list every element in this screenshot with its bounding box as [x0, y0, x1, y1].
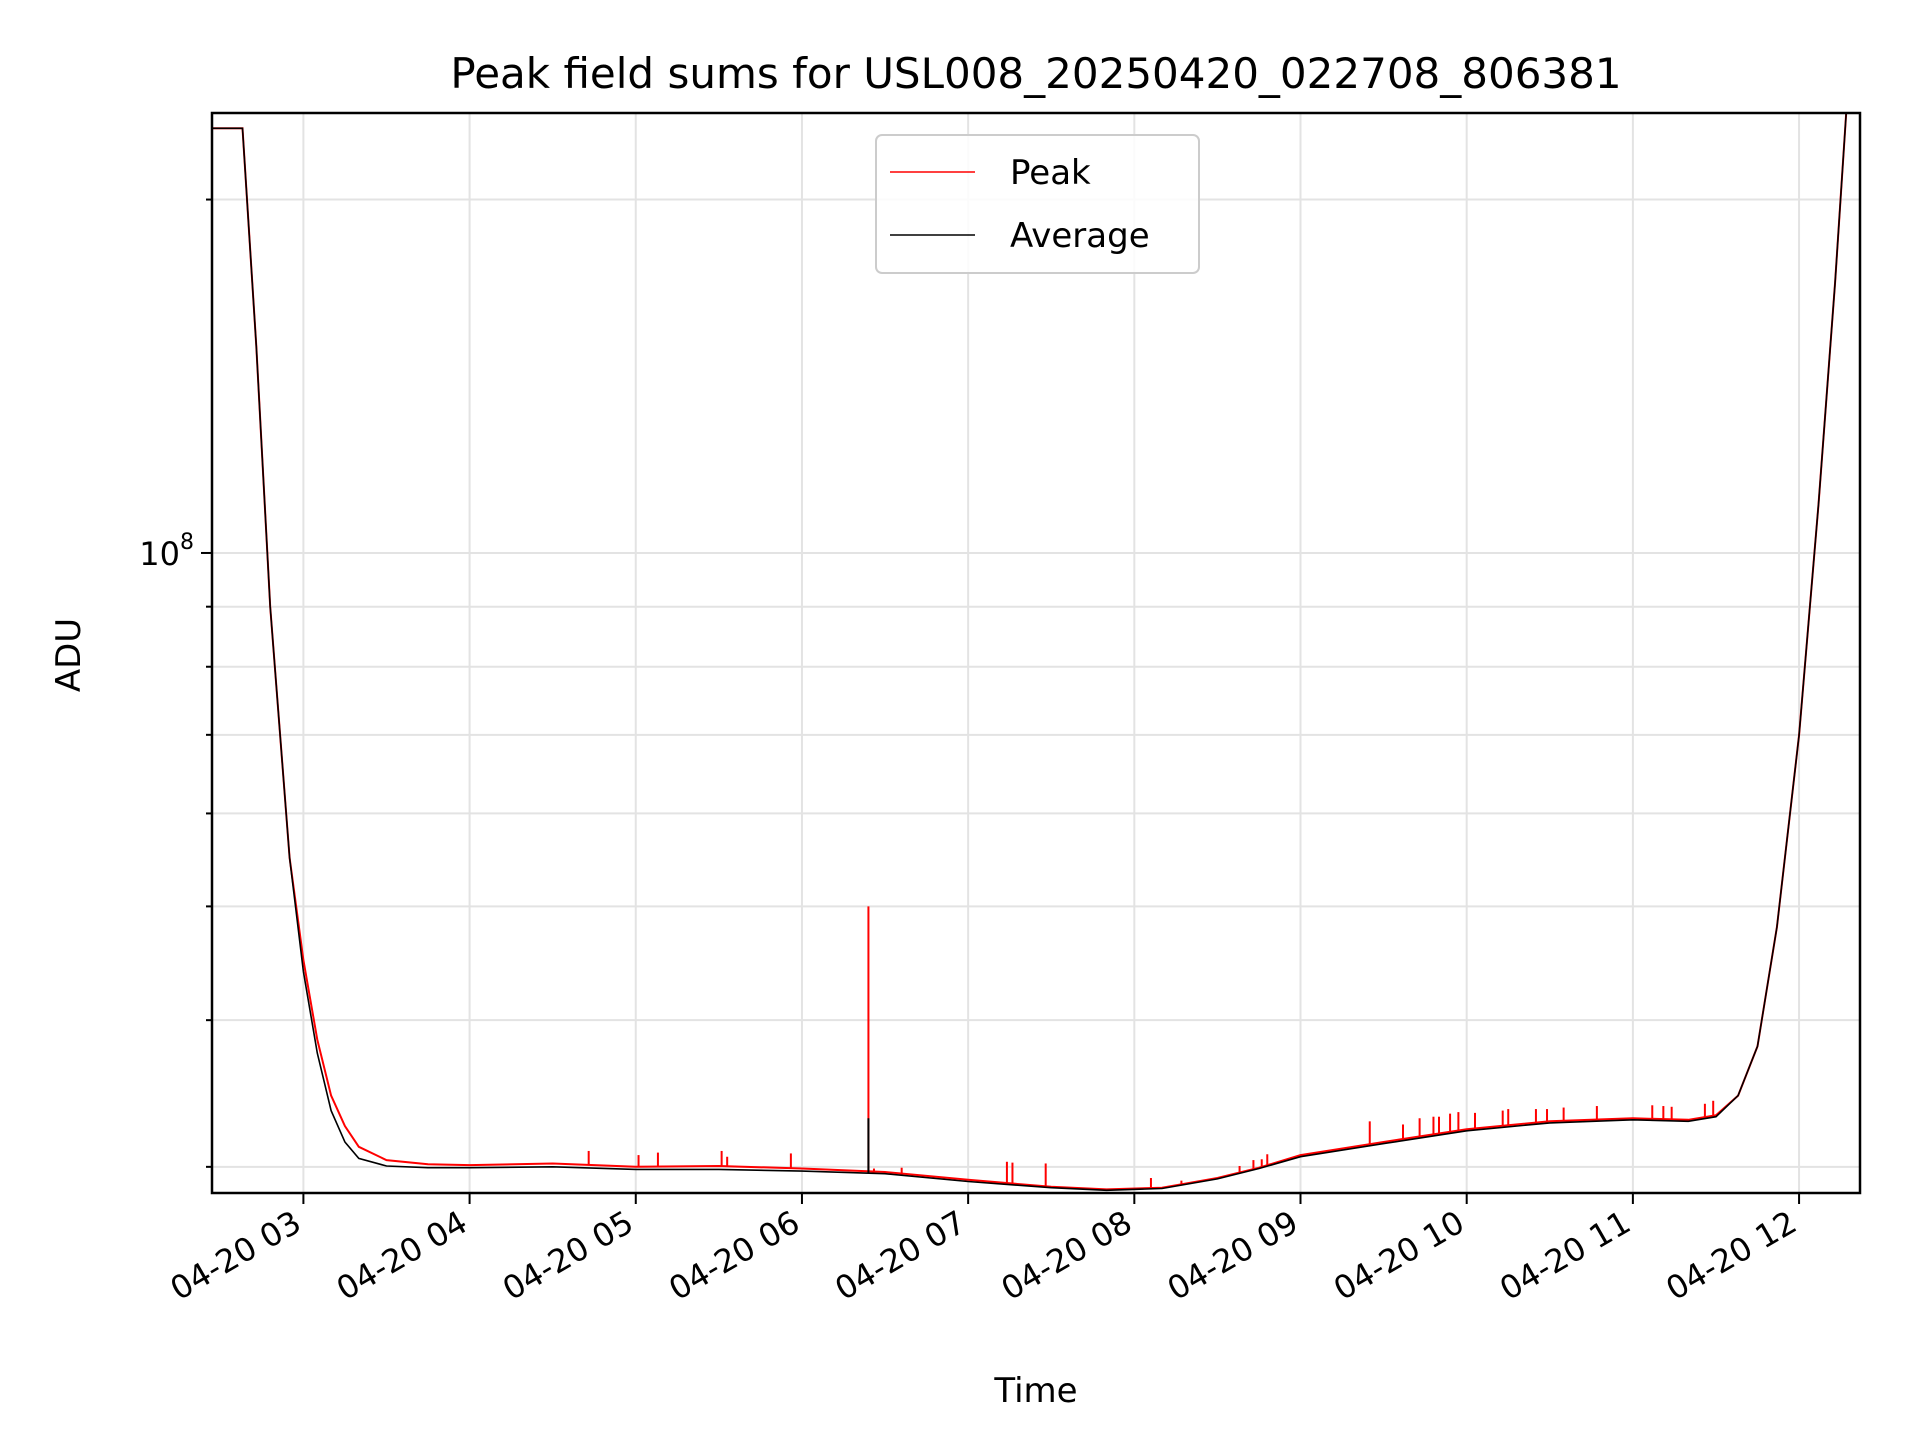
series-layer — [212, 113, 1848, 1192]
legend-box — [875, 134, 1200, 274]
series-line-peak — [212, 113, 1848, 1191]
x-tick-label: 04-20 05 — [496, 1203, 640, 1308]
x-tick-label: 04-20 10 — [1327, 1203, 1471, 1308]
y-tick-label: 108 — [139, 530, 194, 573]
chart-title: Peak field sums for USL008_20250420_0227… — [450, 49, 1621, 98]
x-tick-label: 04-20 08 — [995, 1203, 1139, 1308]
series-group — [212, 113, 1848, 1192]
x-tick-label: 04-20 06 — [662, 1203, 806, 1308]
y-axis-ticks: 108 — [139, 198, 212, 1168]
legend-label-peak: Peak — [1010, 153, 1091, 193]
x-tick-label: 04-20 07 — [829, 1203, 973, 1308]
legend-label-average: Average — [1010, 216, 1150, 256]
x-tick-label: 04-20 11 — [1493, 1203, 1637, 1308]
x-axis-ticks: 04-20 03 04-20 04 04-20 05 04-20 06 04-20 07… — [164, 1193, 1803, 1308]
legend: Peak Average — [875, 134, 1200, 274]
x-tick-label: 04-20 09 — [1161, 1203, 1305, 1308]
grid-vertical — [302, 113, 1801, 1193]
x-axis-label: Time — [993, 1371, 1077, 1411]
plot-frame — [210, 111, 1862, 1195]
x-tick-label: 04-20 12 — [1659, 1203, 1803, 1308]
grid-horizontal — [212, 198, 1860, 1168]
x-tick-label: 04-20 03 — [164, 1203, 308, 1308]
y-axis-label: ADU — [49, 618, 89, 692]
x-tick-label: 04-20 04 — [330, 1203, 474, 1308]
series-line-average — [212, 113, 1847, 1192]
